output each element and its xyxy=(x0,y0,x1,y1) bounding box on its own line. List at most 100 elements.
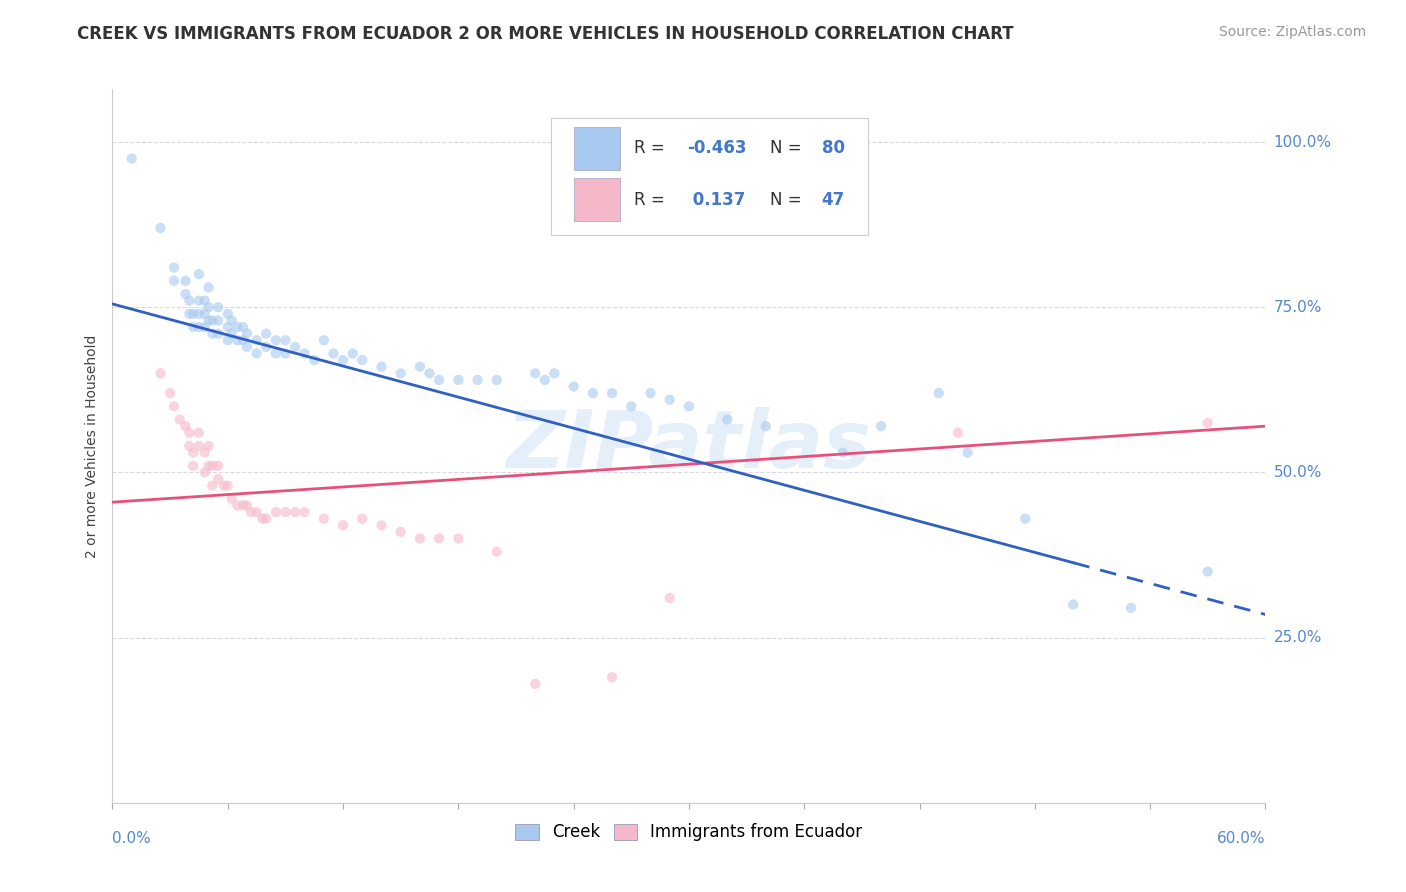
Point xyxy=(236,499,259,513)
Text: 75.0%: 75.0% xyxy=(1274,300,1322,315)
Point xyxy=(207,313,229,327)
Point xyxy=(264,505,287,519)
Point xyxy=(600,670,623,684)
Point xyxy=(409,359,432,374)
Point xyxy=(212,478,235,492)
Point xyxy=(197,280,219,294)
Point xyxy=(236,326,259,341)
Point xyxy=(352,353,374,368)
Text: R =: R = xyxy=(634,139,669,157)
Point xyxy=(389,367,412,381)
Point xyxy=(159,386,181,401)
Text: 25.0%: 25.0% xyxy=(1274,630,1322,645)
Point xyxy=(221,313,243,327)
Point xyxy=(419,367,441,381)
Point xyxy=(207,300,229,314)
Point xyxy=(447,373,470,387)
Point xyxy=(181,320,204,334)
Point xyxy=(274,333,297,347)
Point xyxy=(181,307,204,321)
Point xyxy=(332,353,354,368)
Point xyxy=(831,445,853,459)
Point xyxy=(207,472,229,486)
Point xyxy=(194,320,217,334)
Point xyxy=(352,511,374,525)
Point xyxy=(946,425,969,440)
Point xyxy=(658,392,681,407)
Point xyxy=(716,412,738,426)
Text: N =: N = xyxy=(769,139,807,157)
Point xyxy=(928,386,950,401)
Point xyxy=(169,412,191,426)
Point xyxy=(294,346,316,360)
Point xyxy=(174,274,197,288)
Point xyxy=(201,458,224,473)
Point xyxy=(870,419,893,434)
Point xyxy=(232,320,254,334)
Point xyxy=(221,491,243,506)
Point xyxy=(294,505,316,519)
Text: N =: N = xyxy=(769,191,807,209)
Point xyxy=(246,346,269,360)
Point xyxy=(121,152,143,166)
Point xyxy=(427,532,450,546)
Point xyxy=(194,307,217,321)
Point xyxy=(201,478,224,492)
Point xyxy=(543,367,565,381)
Text: 100.0%: 100.0% xyxy=(1274,135,1331,150)
Point xyxy=(254,326,277,341)
Point xyxy=(284,505,307,519)
Point xyxy=(246,333,269,347)
Point xyxy=(312,511,335,525)
Point xyxy=(188,293,211,308)
Point xyxy=(226,499,249,513)
Point xyxy=(1062,598,1084,612)
Point xyxy=(232,499,254,513)
Point xyxy=(149,367,172,381)
Point xyxy=(239,505,262,519)
Point xyxy=(254,511,277,525)
Point xyxy=(188,439,211,453)
Point xyxy=(217,307,239,321)
Point xyxy=(236,340,259,354)
Point xyxy=(194,293,217,308)
Point xyxy=(179,307,201,321)
Point xyxy=(201,326,224,341)
Point xyxy=(1197,416,1219,430)
Text: ZIPatlas: ZIPatlas xyxy=(506,407,872,485)
FancyBboxPatch shape xyxy=(551,118,868,235)
Point xyxy=(274,346,297,360)
Point xyxy=(217,478,239,492)
Point xyxy=(427,373,450,387)
Point xyxy=(447,532,470,546)
Point xyxy=(582,386,605,401)
Point xyxy=(221,326,243,341)
Point xyxy=(562,379,585,393)
Point xyxy=(524,367,547,381)
Point xyxy=(252,511,274,525)
Point xyxy=(600,386,623,401)
Point xyxy=(1197,565,1219,579)
Text: 0.0%: 0.0% xyxy=(112,830,152,846)
Point xyxy=(264,333,287,347)
Point xyxy=(312,333,335,347)
Text: 50.0%: 50.0% xyxy=(1274,465,1322,480)
Point xyxy=(179,439,201,453)
Point xyxy=(149,221,172,235)
Text: 47: 47 xyxy=(821,191,845,209)
Point xyxy=(163,400,186,414)
Point xyxy=(217,320,239,334)
Legend: Creek, Immigrants from Ecuador: Creek, Immigrants from Ecuador xyxy=(509,817,869,848)
Point xyxy=(332,518,354,533)
Text: -0.463: -0.463 xyxy=(686,139,747,157)
Point xyxy=(188,267,211,281)
Point xyxy=(181,458,204,473)
Point xyxy=(254,340,277,354)
Point xyxy=(179,425,201,440)
Point xyxy=(409,532,432,546)
Point xyxy=(370,359,392,374)
Point xyxy=(163,260,186,275)
Point xyxy=(485,545,508,559)
Point xyxy=(370,518,392,533)
Point xyxy=(1119,600,1142,615)
